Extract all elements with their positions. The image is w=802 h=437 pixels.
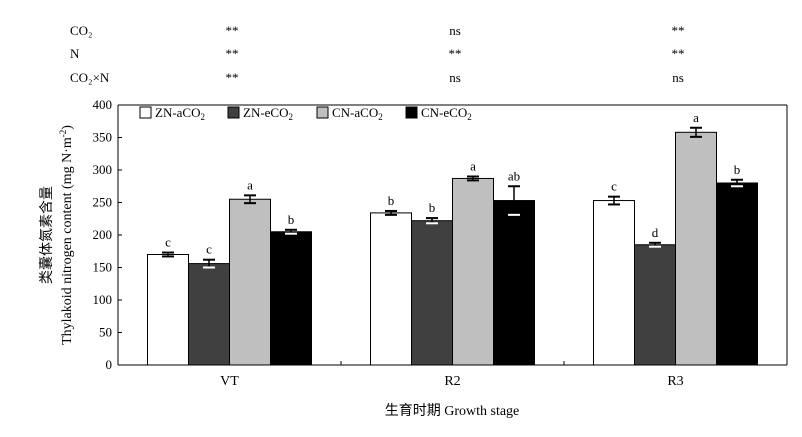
y-axis-unit-superscript: -2 [58, 130, 68, 138]
bar [593, 200, 635, 366]
bar [270, 231, 312, 366]
y-tick-label: 0 [106, 357, 113, 372]
significance-letter: c [165, 235, 171, 250]
significance-value: ** [672, 46, 685, 61]
significance-letter: c [611, 179, 617, 194]
significance-value: ** [226, 23, 239, 38]
legend-label: ZN-eCO2 [243, 105, 293, 122]
significance-letter: b [734, 162, 741, 177]
legend-swatch [139, 106, 152, 119]
x-tick-label: VT [220, 374, 239, 389]
bar [716, 182, 758, 366]
legend-swatch [316, 106, 329, 119]
legend-swatch [227, 106, 240, 119]
y-tick-label: 350 [93, 130, 113, 145]
significance-row-label: CO₂×N [70, 70, 110, 85]
significance-value: ** [449, 46, 462, 61]
legend-label: ZN-aCO2 [155, 105, 205, 122]
bar [147, 254, 189, 366]
y-tick-label: 150 [93, 260, 113, 275]
significance-letter: a [693, 110, 699, 125]
significance-value: ns [672, 70, 684, 85]
significance-letter: d [652, 225, 659, 240]
y-axis-title-chinese: 类囊体氮素含量 [38, 186, 55, 284]
significance-letter: b [429, 200, 436, 215]
significance-letter: a [247, 177, 253, 192]
y-axis-title-english: Thylakoid nitrogen content (mg N·m-2) [58, 125, 75, 345]
significance-row-label: N [70, 46, 80, 61]
y-tick-label: 50 [99, 325, 112, 340]
y-tick-label: 250 [93, 195, 113, 210]
bar [411, 220, 453, 366]
bar [229, 198, 271, 366]
significance-row-label: CO₂ [70, 23, 93, 38]
significance-letter: b [388, 193, 395, 208]
significance-table: CO₂ ** ns ** N ** ** ** CO₂×N ** ns ns [70, 23, 685, 85]
significance-letter: ab [508, 168, 520, 183]
bar [675, 131, 717, 366]
significance-letter: b [288, 212, 295, 227]
x-tick-label: R3 [667, 374, 683, 389]
legend-label: CN-aCO2 [332, 105, 383, 122]
legend-label: CN-eCO2 [421, 105, 472, 122]
legend-swatch [405, 106, 418, 119]
bar [452, 177, 494, 366]
x-tick-label: R2 [444, 374, 460, 389]
y-tick-label: 300 [93, 162, 113, 177]
significance-value: ** [226, 46, 239, 61]
significance-letter: c [206, 242, 212, 257]
y-tick-label: 100 [93, 292, 113, 307]
bar [493, 200, 535, 366]
y-tick-label: 400 [93, 97, 113, 112]
significance-value: ns [449, 70, 461, 85]
y-tick-label: 200 [93, 227, 113, 242]
bar [370, 212, 412, 366]
bar [634, 244, 676, 366]
bar [188, 263, 230, 366]
significance-value: ** [226, 70, 239, 85]
significance-value: ** [672, 23, 685, 38]
significance-letter: a [470, 159, 476, 174]
significance-value: ns [449, 23, 461, 38]
legend: ZN-aCO2 ZN-eCO2 CN-aCO2 CN-eCO2 [139, 105, 472, 122]
x-axis-title: 生育时期 Growth stage [385, 403, 520, 419]
